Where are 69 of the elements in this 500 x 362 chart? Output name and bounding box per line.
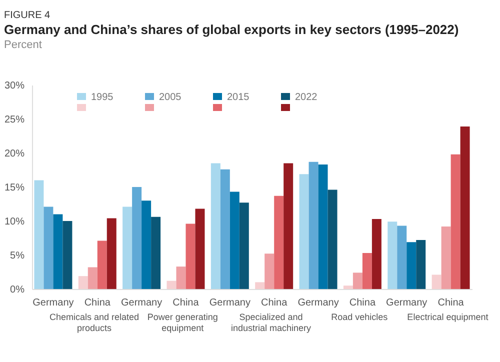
bar (284, 163, 294, 289)
bar (318, 164, 328, 289)
bar (352, 272, 362, 289)
x-tick-label: China (172, 298, 200, 308)
bar (195, 208, 205, 289)
bar (220, 169, 230, 289)
bar (274, 196, 284, 289)
bar (230, 192, 240, 289)
chart-title: Germany and China’s shares of global exports in key sectors (1995–2022) (4, 22, 459, 37)
y-tick-label: 10% (4, 216, 25, 228)
bar (343, 286, 353, 289)
x-tick-label: China (438, 298, 464, 308)
bar (151, 216, 161, 289)
bar (97, 240, 107, 289)
bar (397, 226, 407, 289)
bar (362, 252, 372, 289)
bar (210, 163, 220, 289)
x-tick-label: Germany (120, 298, 162, 308)
y-tick-label: 15% (4, 182, 25, 194)
y-tick-label: 0% (10, 284, 25, 296)
bar (44, 206, 54, 289)
x-tick-label: China (84, 298, 111, 308)
bar (132, 187, 142, 289)
bar (328, 190, 338, 289)
bar (441, 226, 451, 289)
y-tick-label: 5% (10, 250, 25, 262)
y-tick-label: 20% (4, 148, 25, 160)
bar (106, 218, 116, 289)
bar (53, 214, 63, 289)
bar (460, 126, 470, 289)
bar (142, 200, 152, 289)
bar (255, 282, 265, 289)
bar (78, 276, 88, 289)
bar (122, 206, 132, 289)
bar (406, 242, 416, 289)
bar (372, 218, 382, 289)
x-tick-label: Germany (209, 298, 250, 308)
bar (299, 174, 309, 289)
y-tick-label: 25% (4, 114, 25, 126)
text: Electrical equipment (407, 312, 489, 322)
bar (34, 180, 44, 289)
legend-label: 2005 (159, 92, 182, 103)
x-tick-label: Germany (32, 298, 74, 308)
bar (416, 240, 426, 289)
text: Road vehicles (331, 312, 388, 322)
bar (166, 280, 176, 289)
bar (264, 254, 274, 289)
text: Power generating equipment (147, 312, 218, 333)
x-tick-label: Germany (298, 298, 339, 308)
legend-label: 2015 (227, 92, 250, 103)
text: Chemicals and related products (50, 312, 140, 333)
bar (450, 154, 460, 289)
text: Specialized and industrial machinery (230, 312, 312, 333)
bar (432, 274, 442, 289)
chart-subtitle: Percent (4, 39, 42, 51)
bar (186, 224, 196, 289)
x-tick-label: Germany (386, 298, 428, 308)
legend-label: 2022 (295, 92, 318, 103)
bar (62, 221, 72, 289)
bar (388, 222, 398, 289)
y-tick-label: 30% (4, 80, 25, 92)
caption: FIGURE 4 (4, 10, 51, 21)
bar (176, 266, 186, 289)
x-tick-label: China (261, 298, 288, 308)
bar (239, 202, 249, 289)
bar (308, 162, 318, 289)
legend-label: 1995 (91, 92, 114, 103)
x-tick-label: China (349, 298, 376, 308)
bar (88, 267, 98, 289)
